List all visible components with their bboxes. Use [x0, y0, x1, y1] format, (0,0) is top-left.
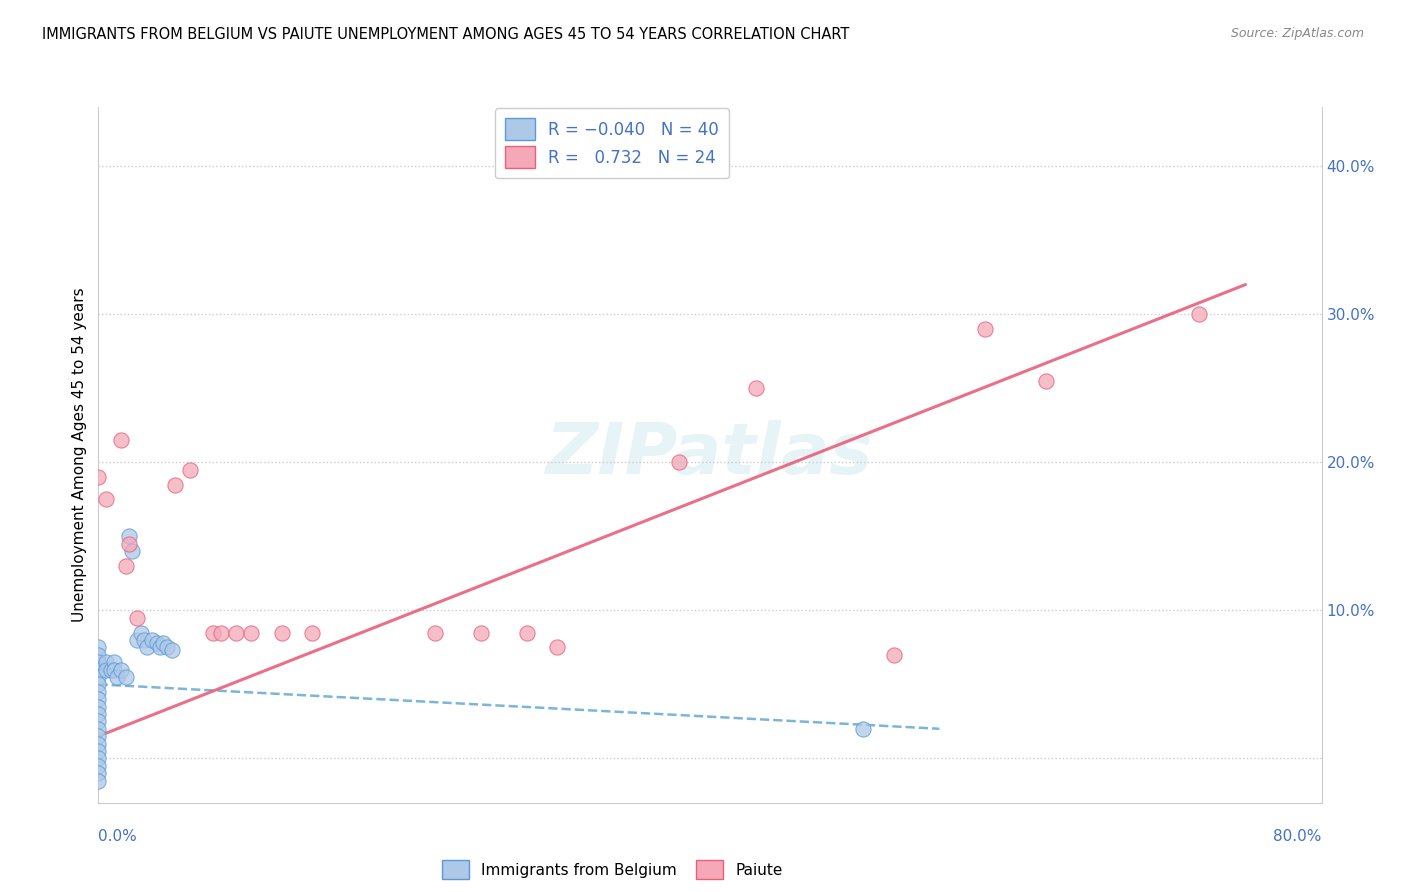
Point — [87, 714, 110, 729]
Point — [121, 544, 143, 558]
Point — [118, 529, 141, 543]
Point — [115, 670, 138, 684]
Point — [209, 625, 232, 640]
Legend: Immigrants from Belgium, Paiute: Immigrants from Belgium, Paiute — [436, 854, 789, 886]
Point — [225, 625, 247, 640]
Point — [87, 677, 110, 691]
Point — [103, 655, 125, 669]
Point — [87, 722, 110, 736]
Point — [87, 640, 110, 655]
Point — [202, 625, 225, 640]
Point — [87, 751, 110, 765]
Point — [134, 632, 156, 647]
Text: ZIPatlas: ZIPatlas — [547, 420, 873, 490]
Y-axis label: Unemployment Among Ages 45 to 54 years: Unemployment Among Ages 45 to 54 years — [72, 287, 87, 623]
Point — [301, 625, 323, 640]
Point — [87, 773, 110, 788]
Point — [115, 558, 138, 573]
Point — [87, 663, 110, 677]
Point — [87, 648, 110, 662]
Text: 0.0%: 0.0% — [98, 830, 138, 845]
Point — [470, 625, 492, 640]
Point — [149, 640, 172, 655]
Point — [125, 611, 148, 625]
Point — [125, 632, 148, 647]
Point — [179, 463, 201, 477]
Point — [883, 648, 905, 662]
Point — [94, 663, 117, 677]
Point — [87, 729, 110, 743]
Point — [270, 625, 292, 640]
Point — [1035, 374, 1057, 388]
Text: 80.0%: 80.0% — [1274, 830, 1322, 845]
Point — [129, 625, 152, 640]
Point — [110, 663, 132, 677]
Point — [100, 663, 122, 677]
Point — [546, 640, 568, 655]
Point — [87, 744, 110, 758]
Point — [94, 655, 117, 669]
Point — [516, 625, 538, 640]
Point — [974, 322, 997, 336]
Point — [160, 643, 183, 657]
Point — [118, 537, 141, 551]
Point — [852, 722, 875, 736]
Point — [87, 766, 110, 780]
Point — [105, 670, 128, 684]
Point — [87, 470, 110, 484]
Point — [163, 477, 186, 491]
Point — [87, 692, 110, 706]
Point — [87, 759, 110, 773]
Point — [87, 699, 110, 714]
Point — [668, 455, 690, 469]
Point — [141, 632, 163, 647]
Point — [87, 670, 110, 684]
Point — [87, 685, 110, 699]
Point — [103, 663, 125, 677]
Point — [87, 655, 110, 669]
Point — [423, 625, 446, 640]
Point — [87, 737, 110, 751]
Point — [156, 640, 179, 655]
Point — [240, 625, 263, 640]
Point — [1188, 307, 1211, 321]
Point — [136, 640, 159, 655]
Text: IMMIGRANTS FROM BELGIUM VS PAIUTE UNEMPLOYMENT AMONG AGES 45 TO 54 YEARS CORRELA: IMMIGRANTS FROM BELGIUM VS PAIUTE UNEMPL… — [42, 27, 849, 42]
Point — [145, 636, 167, 650]
Text: Source: ZipAtlas.com: Source: ZipAtlas.com — [1230, 27, 1364, 40]
Point — [745, 381, 768, 395]
Point — [110, 433, 132, 447]
Point — [87, 706, 110, 721]
Point — [152, 636, 174, 650]
Point — [94, 492, 117, 507]
